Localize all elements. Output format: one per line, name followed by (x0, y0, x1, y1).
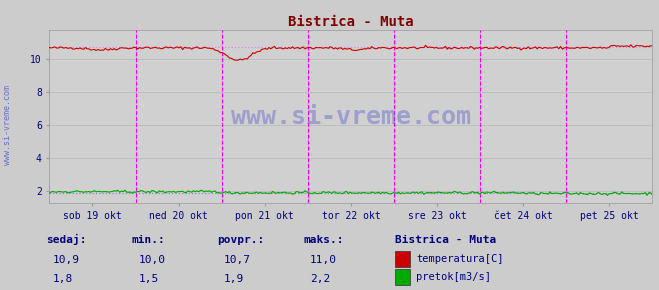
Title: Bistrica - Muta: Bistrica - Muta (288, 15, 414, 29)
Text: min.:: min.: (132, 235, 165, 245)
Text: 1,5: 1,5 (138, 274, 159, 284)
Text: sedaj:: sedaj: (46, 234, 86, 245)
Text: 10,0: 10,0 (138, 255, 165, 265)
Text: www.si-vreme.com: www.si-vreme.com (231, 105, 471, 129)
Text: 10,7: 10,7 (224, 255, 251, 265)
Text: 2,2: 2,2 (310, 274, 330, 284)
Text: maks.:: maks.: (303, 235, 343, 245)
Text: povpr.:: povpr.: (217, 235, 265, 245)
Text: pretok[m3/s]: pretok[m3/s] (416, 272, 492, 282)
Text: www.si-vreme.com: www.si-vreme.com (3, 85, 13, 165)
Text: 10,9: 10,9 (53, 255, 80, 265)
Text: Bistrica - Muta: Bistrica - Muta (395, 235, 497, 245)
Text: 1,8: 1,8 (53, 274, 73, 284)
Text: 11,0: 11,0 (310, 255, 337, 265)
Text: temperatura[C]: temperatura[C] (416, 254, 504, 264)
Text: 1,9: 1,9 (224, 274, 244, 284)
